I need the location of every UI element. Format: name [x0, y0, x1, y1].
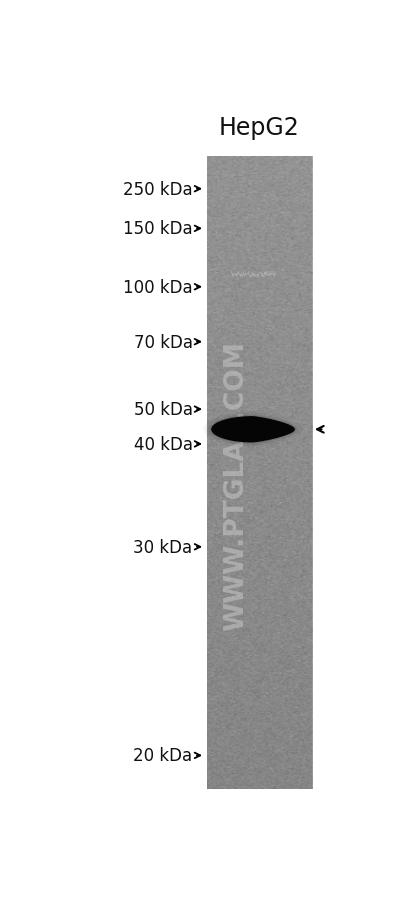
Text: 100 kDa: 100 kDa: [123, 279, 193, 297]
Polygon shape: [211, 417, 295, 443]
Text: 20 kDa: 20 kDa: [134, 747, 193, 765]
Text: 40 kDa: 40 kDa: [134, 436, 193, 454]
Bar: [206, 157, 312, 789]
Text: WWW.PTGLAB.COM: WWW.PTGLAB.COM: [223, 341, 249, 630]
Text: 150 kDa: 150 kDa: [123, 220, 193, 238]
Text: HepG2: HepG2: [219, 115, 300, 140]
Text: 30 kDa: 30 kDa: [134, 538, 193, 557]
Polygon shape: [210, 416, 296, 444]
Text: 50 kDa: 50 kDa: [134, 400, 193, 419]
Text: 70 kDa: 70 kDa: [134, 334, 193, 351]
Text: 250 kDa: 250 kDa: [123, 180, 193, 198]
Polygon shape: [208, 415, 298, 445]
